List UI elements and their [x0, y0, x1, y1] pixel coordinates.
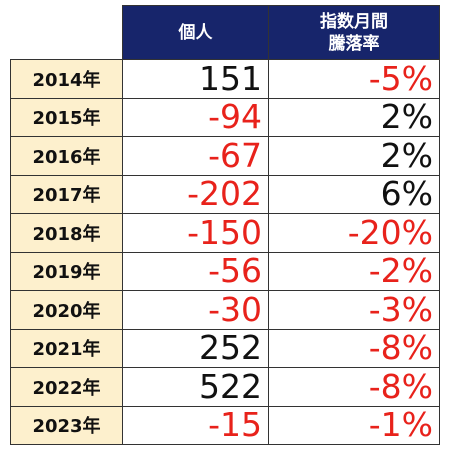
- index-change-cell: 2%: [268, 97, 440, 137]
- individual-value-cell: -56: [122, 251, 269, 291]
- table-row: 2019年 -56 -2%: [10, 251, 440, 291]
- index-change-cell: -8%: [268, 367, 440, 407]
- year-cell: 2022年: [10, 367, 123, 407]
- individual-value-cell: -30: [122, 290, 269, 330]
- index-change-cell: -20%: [268, 213, 440, 253]
- index-change-cell: -1%: [268, 405, 440, 445]
- individual-value-cell: 252: [122, 328, 269, 368]
- year-cell: 2021年: [10, 328, 123, 368]
- data-table-container: 個人 指数月間 騰落率 2014年 151 -5% 2015年 -94 2% 2016年 -6…: [10, 5, 440, 445]
- header-index-line1: 指数月間: [320, 11, 388, 32]
- index-change-cell: -2%: [268, 251, 440, 291]
- table-row: 2014年 151 -5%: [10, 59, 440, 99]
- year-cell: 2018年: [10, 213, 123, 253]
- index-change-cell: -8%: [268, 328, 440, 368]
- data-table: 個人 指数月間 騰落率 2014年 151 -5% 2015年 -94 2% 2016年 -6…: [10, 5, 440, 445]
- header-individual: 個人: [122, 5, 269, 60]
- table-row: 2020年 -30 -3%: [10, 290, 440, 330]
- year-cell: 2020年: [10, 290, 123, 330]
- index-change-cell: -5%: [268, 59, 440, 99]
- individual-value-cell: -94: [122, 97, 269, 137]
- table-row: 2023年 -15 -1%: [10, 405, 440, 445]
- individual-value-cell: -150: [122, 213, 269, 253]
- year-cell: 2019年: [10, 251, 123, 291]
- table-row: 2021年 252 -8%: [10, 328, 440, 368]
- table-row: 2017年 -202 6%: [10, 174, 440, 214]
- corner-cell: [10, 5, 123, 60]
- year-cell: 2016年: [10, 136, 123, 176]
- year-cell: 2014年: [10, 59, 123, 99]
- header-row: 個人 指数月間 騰落率: [10, 5, 440, 60]
- individual-value-cell: -202: [122, 174, 269, 214]
- individual-value-cell: -67: [122, 136, 269, 176]
- year-cell: 2017年: [10, 174, 123, 214]
- individual-value-cell: -15: [122, 405, 269, 445]
- index-change-cell: 6%: [268, 174, 440, 214]
- header-index-line2: 騰落率: [328, 33, 380, 54]
- table-row: 2016年 -67 2%: [10, 136, 440, 176]
- table-row: 2018年 -150 -20%: [10, 213, 440, 253]
- individual-value-cell: 522: [122, 367, 269, 407]
- year-cell: 2015年: [10, 97, 123, 137]
- index-change-cell: -3%: [268, 290, 440, 330]
- table-row: 2015年 -94 2%: [10, 97, 440, 137]
- individual-value-cell: 151: [122, 59, 269, 99]
- table-row: 2022年 522 -8%: [10, 367, 440, 407]
- year-cell: 2023年: [10, 405, 123, 445]
- index-change-cell: 2%: [268, 136, 440, 176]
- header-index-change: 指数月間 騰落率: [268, 5, 440, 60]
